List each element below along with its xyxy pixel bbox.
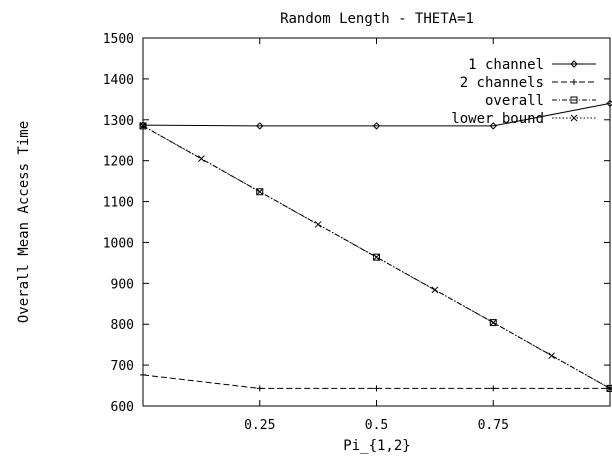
legend-marker [570, 60, 578, 68]
data-point [373, 253, 380, 261]
legend-label: 1 channel [468, 57, 544, 73]
data-point [139, 122, 147, 130]
y-tick-label: 800 [111, 318, 134, 333]
series-layer [139, 99, 612, 392]
y-tick-label: 1000 [103, 236, 134, 251]
data-point [256, 188, 264, 196]
data-point [198, 155, 205, 162]
x-axis-label: Pi_{1,2} [343, 438, 410, 454]
x-tick-label: 0.25 [244, 418, 275, 433]
data-point [140, 371, 146, 378]
axis-ticks: 600 700 800 900 1000 1100 1200 1300 1400 1500 0.25… [103, 32, 610, 433]
series-line [142, 102, 611, 127]
legend-marker [570, 96, 578, 104]
legend-label: overall [485, 93, 544, 109]
data-point [372, 122, 381, 130]
data-point [548, 352, 555, 360]
data-point [489, 319, 497, 326]
data-point [606, 385, 612, 392]
y-tick-label: 1500 [103, 32, 134, 47]
y-tick-label: 900 [111, 277, 134, 292]
legend-label: lower bound [451, 111, 544, 127]
x-tick-label: 0.75 [478, 418, 509, 433]
data-point [606, 99, 612, 108]
y-axis-label: Overall Mean Access Time [16, 121, 32, 323]
data-point [256, 385, 263, 392]
x-tick-label: 0.5 [365, 418, 388, 433]
y-tick-label: 1200 [103, 155, 134, 170]
data-point [489, 122, 497, 130]
legend-label: 2 channels [460, 75, 544, 91]
data-point [489, 319, 497, 327]
chart-title: Random Length - THETA=1 [280, 11, 474, 27]
data-point [431, 286, 439, 294]
data-point [606, 384, 612, 392]
data-point [314, 221, 322, 228]
data-point [256, 188, 264, 196]
y-tick-label: 1400 [103, 73, 134, 88]
data-point [490, 385, 497, 392]
data-point [139, 122, 147, 130]
legend: 1 channel 2 channels overall lower bound [451, 57, 596, 127]
y-tick-label: 600 [111, 400, 134, 415]
series-2-channels [140, 371, 612, 392]
series-1-channel [139, 99, 612, 130]
y-tick-label: 1100 [103, 196, 134, 211]
legend-marker [571, 79, 577, 85]
data-point [373, 253, 380, 261]
y-tick-label: 700 [111, 359, 134, 374]
series-lower-bound [139, 122, 612, 392]
data-point [373, 385, 380, 392]
legend-marker [570, 114, 578, 122]
data-point [256, 122, 264, 130]
y-tick-label: 1300 [103, 114, 134, 129]
